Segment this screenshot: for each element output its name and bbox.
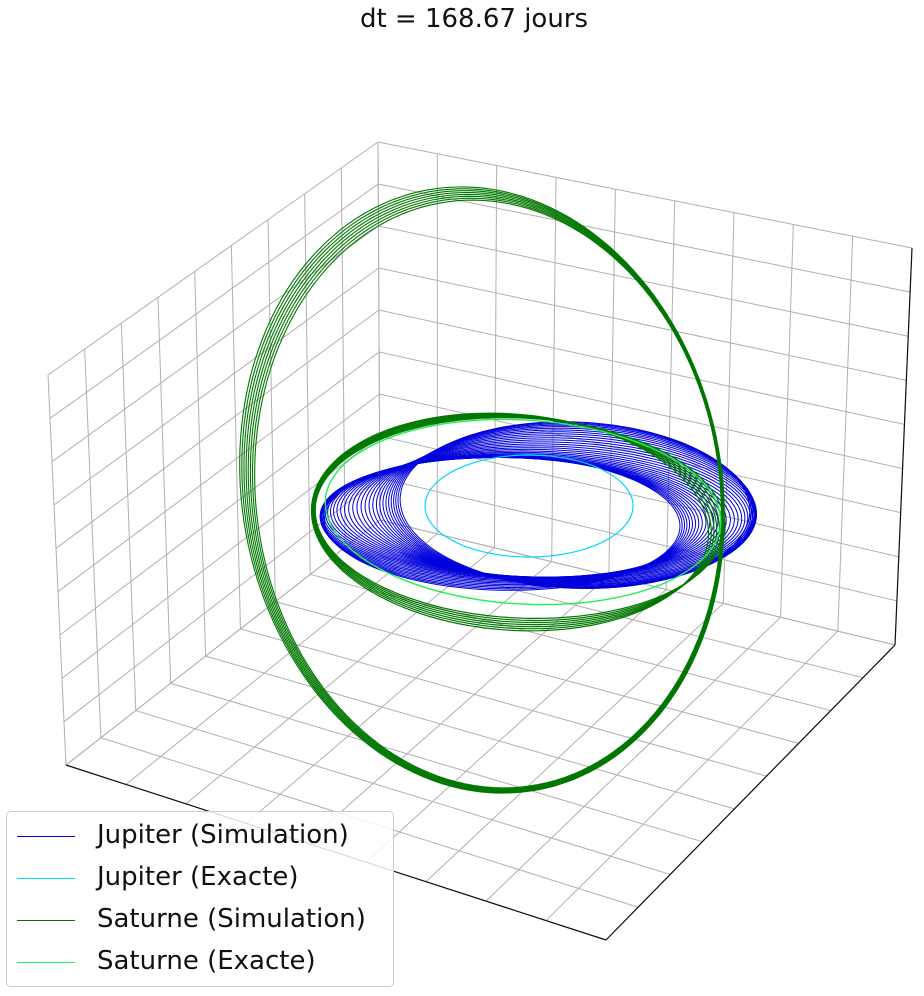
saturne-simulation-orbit bbox=[245, 191, 724, 792]
legend: Jupiter (Simulation) Jupiter (Exacte) Sa… bbox=[6, 811, 394, 987]
left-wall-grid-line bbox=[49, 183, 379, 419]
series-layer bbox=[239, 186, 757, 794]
left-wall-grid-line bbox=[267, 219, 276, 602]
floor-grid-line bbox=[205, 655, 735, 810]
legend-swatch-jupiter-exacte bbox=[17, 878, 75, 879]
saturne-simulation-orbit bbox=[249, 195, 723, 790]
back-wall-grid-line bbox=[378, 183, 911, 293]
back-wall-grid-line bbox=[378, 309, 905, 425]
chart-title: dt = 168.67 jours bbox=[359, 4, 589, 34]
jupiter-simulation-orbit bbox=[375, 435, 756, 585]
floor-grid-line bbox=[185, 547, 495, 805]
back-wall-grid-line bbox=[837, 236, 854, 632]
back-wall-grid-line bbox=[493, 165, 498, 548]
jupiter-simulation-orbit bbox=[360, 443, 749, 581]
saturne-simulation-orbit bbox=[310, 412, 710, 632]
jupiter-simulation-orbit bbox=[379, 433, 757, 586]
back-wall-grid-line bbox=[378, 267, 907, 381]
legend-label-saturne-simulation: Saturne (Simulation) bbox=[97, 904, 366, 934]
jupiter-simulation-orbit bbox=[323, 455, 681, 591]
legend-entry-jupiter-exacte: Jupiter (Exacte) bbox=[7, 858, 393, 898]
legend-swatch-saturne-simulation bbox=[17, 920, 75, 921]
saturne-simulation-orbit bbox=[251, 197, 723, 790]
legend-label-saturne-exacte: Saturne (Exacte) bbox=[97, 946, 316, 976]
floor-grid-line bbox=[170, 682, 703, 843]
saturne-simulation-orbit bbox=[241, 188, 725, 793]
legend-label-jupiter-simulation: Jupiter (Simulation) bbox=[97, 820, 349, 850]
floor-grid-line bbox=[275, 601, 799, 744]
jupiter-simulation-orbit bbox=[356, 445, 746, 581]
saturne-simulation-orbit bbox=[243, 190, 724, 793]
left-wall-grid-line bbox=[304, 193, 311, 575]
left-wall-grid-line bbox=[57, 351, 380, 593]
jupiter-simulation-orbit bbox=[388, 427, 757, 588]
series-saturne-exacte bbox=[324, 418, 722, 606]
left-wall-grid-line bbox=[230, 245, 241, 629]
floor-grid-line bbox=[485, 616, 781, 902]
back-wall-grid-line bbox=[377, 141, 381, 521]
saturne-simulation-orbit bbox=[247, 193, 724, 791]
left-wall-grid-line bbox=[65, 519, 381, 766]
floor-grid-line bbox=[425, 602, 724, 883]
left-wall-grid-line bbox=[47, 141, 379, 376]
floor-grid-line bbox=[365, 589, 667, 863]
back-wall-grid-line bbox=[665, 200, 676, 590]
back-wall-grid-line bbox=[780, 224, 794, 618]
left-wall-grid-line bbox=[53, 267, 379, 506]
left-wall-grid-line bbox=[55, 309, 380, 549]
left-wall-grid-line bbox=[47, 374, 67, 766]
saturne-simulation-orbit bbox=[254, 199, 722, 789]
left-wall-grid-line bbox=[340, 167, 346, 548]
floor-grid-line bbox=[245, 561, 552, 824]
jupiter-simulation-orbit bbox=[348, 448, 739, 579]
floor-grid-line bbox=[545, 630, 839, 921]
back-wall-grid-line bbox=[551, 177, 557, 562]
z-axis-line bbox=[894, 247, 913, 646]
saturne-simulation-orbit bbox=[239, 186, 725, 794]
floor-grid-line bbox=[125, 533, 438, 785]
back-wall-grid-line bbox=[379, 477, 898, 602]
jupiter-simulation-orbit bbox=[352, 447, 743, 580]
left-wall-grid-line bbox=[51, 225, 379, 463]
left-wall-grid-line bbox=[194, 271, 207, 657]
jupiter-simulation-orbit bbox=[343, 450, 735, 579]
left-wall-grid-line bbox=[84, 349, 102, 738]
left-wall-grid-line bbox=[59, 393, 380, 636]
jupiter-exacte-orbit bbox=[424, 454, 634, 558]
series-jupiter-exacte bbox=[424, 454, 634, 558]
floor-grid-line bbox=[135, 710, 671, 875]
jupiter-simulation-orbit bbox=[385, 429, 757, 588]
legend-entry-jupiter-simulation: Jupiter (Simulation) bbox=[7, 816, 393, 856]
legend-swatch-jupiter-simulation bbox=[17, 836, 75, 837]
floor-grid-line bbox=[240, 628, 767, 777]
jupiter-simulation-orbit bbox=[382, 431, 757, 587]
legend-entry-saturne-exacte: Saturne (Exacte) bbox=[7, 942, 393, 982]
left-wall-grid-line bbox=[157, 297, 172, 684]
legend-swatch-saturne-exacte bbox=[17, 962, 75, 963]
floor-grid-line bbox=[305, 575, 610, 844]
legend-entry-saturne-simulation: Saturne (Simulation) bbox=[7, 900, 393, 940]
saturne-exacte-orbit bbox=[324, 418, 722, 606]
left-wall-grid-line bbox=[120, 323, 137, 711]
back-wall-grid-line bbox=[377, 141, 913, 249]
series-jupiter-simulation bbox=[319, 421, 757, 591]
y-axis-line bbox=[605, 644, 896, 941]
left-wall-grid-line bbox=[63, 477, 381, 723]
legend-label-jupiter-exacte: Jupiter (Exacte) bbox=[97, 862, 299, 892]
back-wall-grid-line bbox=[379, 351, 903, 470]
